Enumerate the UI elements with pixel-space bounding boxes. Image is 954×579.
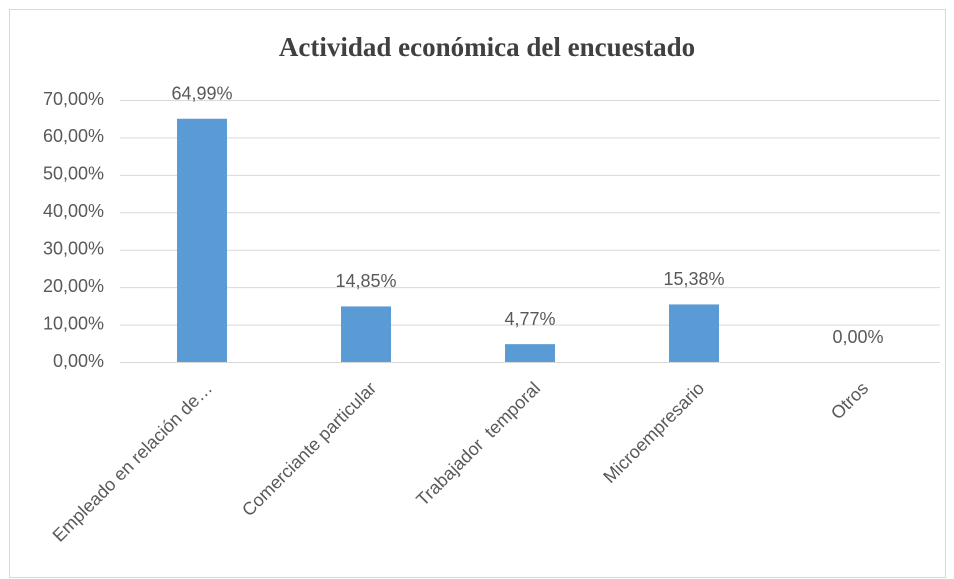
data-label: 64,99%: [171, 84, 232, 104]
data-label: 4,77%: [504, 309, 555, 329]
y-tick-label: 40,00%: [43, 201, 104, 221]
chart-title: Actividad económica del encuestado: [279, 32, 695, 62]
y-tick-label: 30,00%: [43, 238, 104, 258]
bar: [505, 344, 555, 362]
bar: [341, 306, 391, 362]
data-label: 15,38%: [663, 269, 724, 289]
y-tick-label: 60,00%: [43, 126, 104, 146]
data-label: 0,00%: [832, 327, 883, 347]
chart-frame: [9, 9, 946, 578]
y-tick-label: 20,00%: [43, 276, 104, 296]
bar: [669, 304, 719, 362]
y-tick-label: 70,00%: [43, 89, 104, 109]
data-label: 14,85%: [335, 271, 396, 291]
bar: [177, 118, 227, 363]
y-tick-label: 10,00%: [43, 313, 104, 333]
y-tick-label: 50,00%: [43, 164, 104, 184]
y-tick-label: 0,00%: [53, 351, 104, 371]
